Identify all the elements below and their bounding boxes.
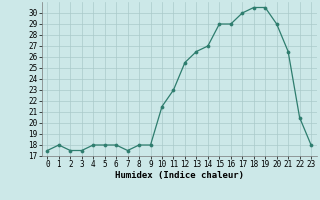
X-axis label: Humidex (Indice chaleur): Humidex (Indice chaleur) bbox=[115, 171, 244, 180]
